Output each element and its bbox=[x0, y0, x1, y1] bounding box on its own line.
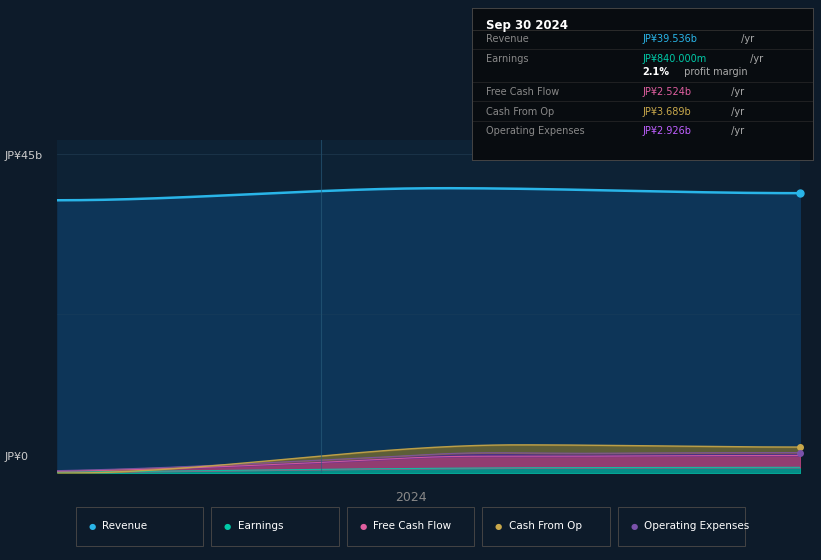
Text: JP¥45b: JP¥45b bbox=[4, 151, 42, 161]
Text: /yr: /yr bbox=[747, 54, 764, 64]
Text: /yr: /yr bbox=[728, 106, 745, 116]
Text: /yr: /yr bbox=[728, 87, 745, 97]
Text: Operating Expenses: Operating Expenses bbox=[644, 521, 750, 531]
Text: 2024: 2024 bbox=[395, 491, 426, 504]
Text: Revenue: Revenue bbox=[486, 34, 529, 44]
Text: JP¥0: JP¥0 bbox=[4, 452, 28, 462]
Text: ●: ● bbox=[360, 522, 366, 531]
Text: Earnings: Earnings bbox=[486, 54, 528, 64]
Text: Earnings: Earnings bbox=[238, 521, 283, 531]
Text: Sep 30 2024: Sep 30 2024 bbox=[486, 19, 567, 32]
Text: Free Cash Flow: Free Cash Flow bbox=[373, 521, 452, 531]
Text: Operating Expenses: Operating Expenses bbox=[486, 127, 585, 136]
Text: JP¥39.536b: JP¥39.536b bbox=[643, 34, 697, 44]
Text: /yr: /yr bbox=[728, 127, 745, 136]
Text: ●: ● bbox=[631, 522, 637, 531]
Text: ●: ● bbox=[223, 522, 231, 531]
Text: JP¥840.000m: JP¥840.000m bbox=[643, 54, 707, 64]
Text: /yr: /yr bbox=[738, 34, 754, 44]
Text: profit margin: profit margin bbox=[681, 67, 747, 77]
Text: Free Cash Flow: Free Cash Flow bbox=[486, 87, 559, 97]
Text: Cash From Op: Cash From Op bbox=[509, 521, 581, 531]
Text: Cash From Op: Cash From Op bbox=[486, 106, 554, 116]
Text: ●: ● bbox=[88, 522, 95, 531]
Text: JP¥2.926b: JP¥2.926b bbox=[643, 127, 691, 136]
Text: 2.1%: 2.1% bbox=[643, 67, 669, 77]
Text: Revenue: Revenue bbox=[102, 521, 147, 531]
Text: JP¥2.524b: JP¥2.524b bbox=[643, 87, 691, 97]
Text: ●: ● bbox=[494, 522, 502, 531]
Text: JP¥3.689b: JP¥3.689b bbox=[643, 106, 691, 116]
